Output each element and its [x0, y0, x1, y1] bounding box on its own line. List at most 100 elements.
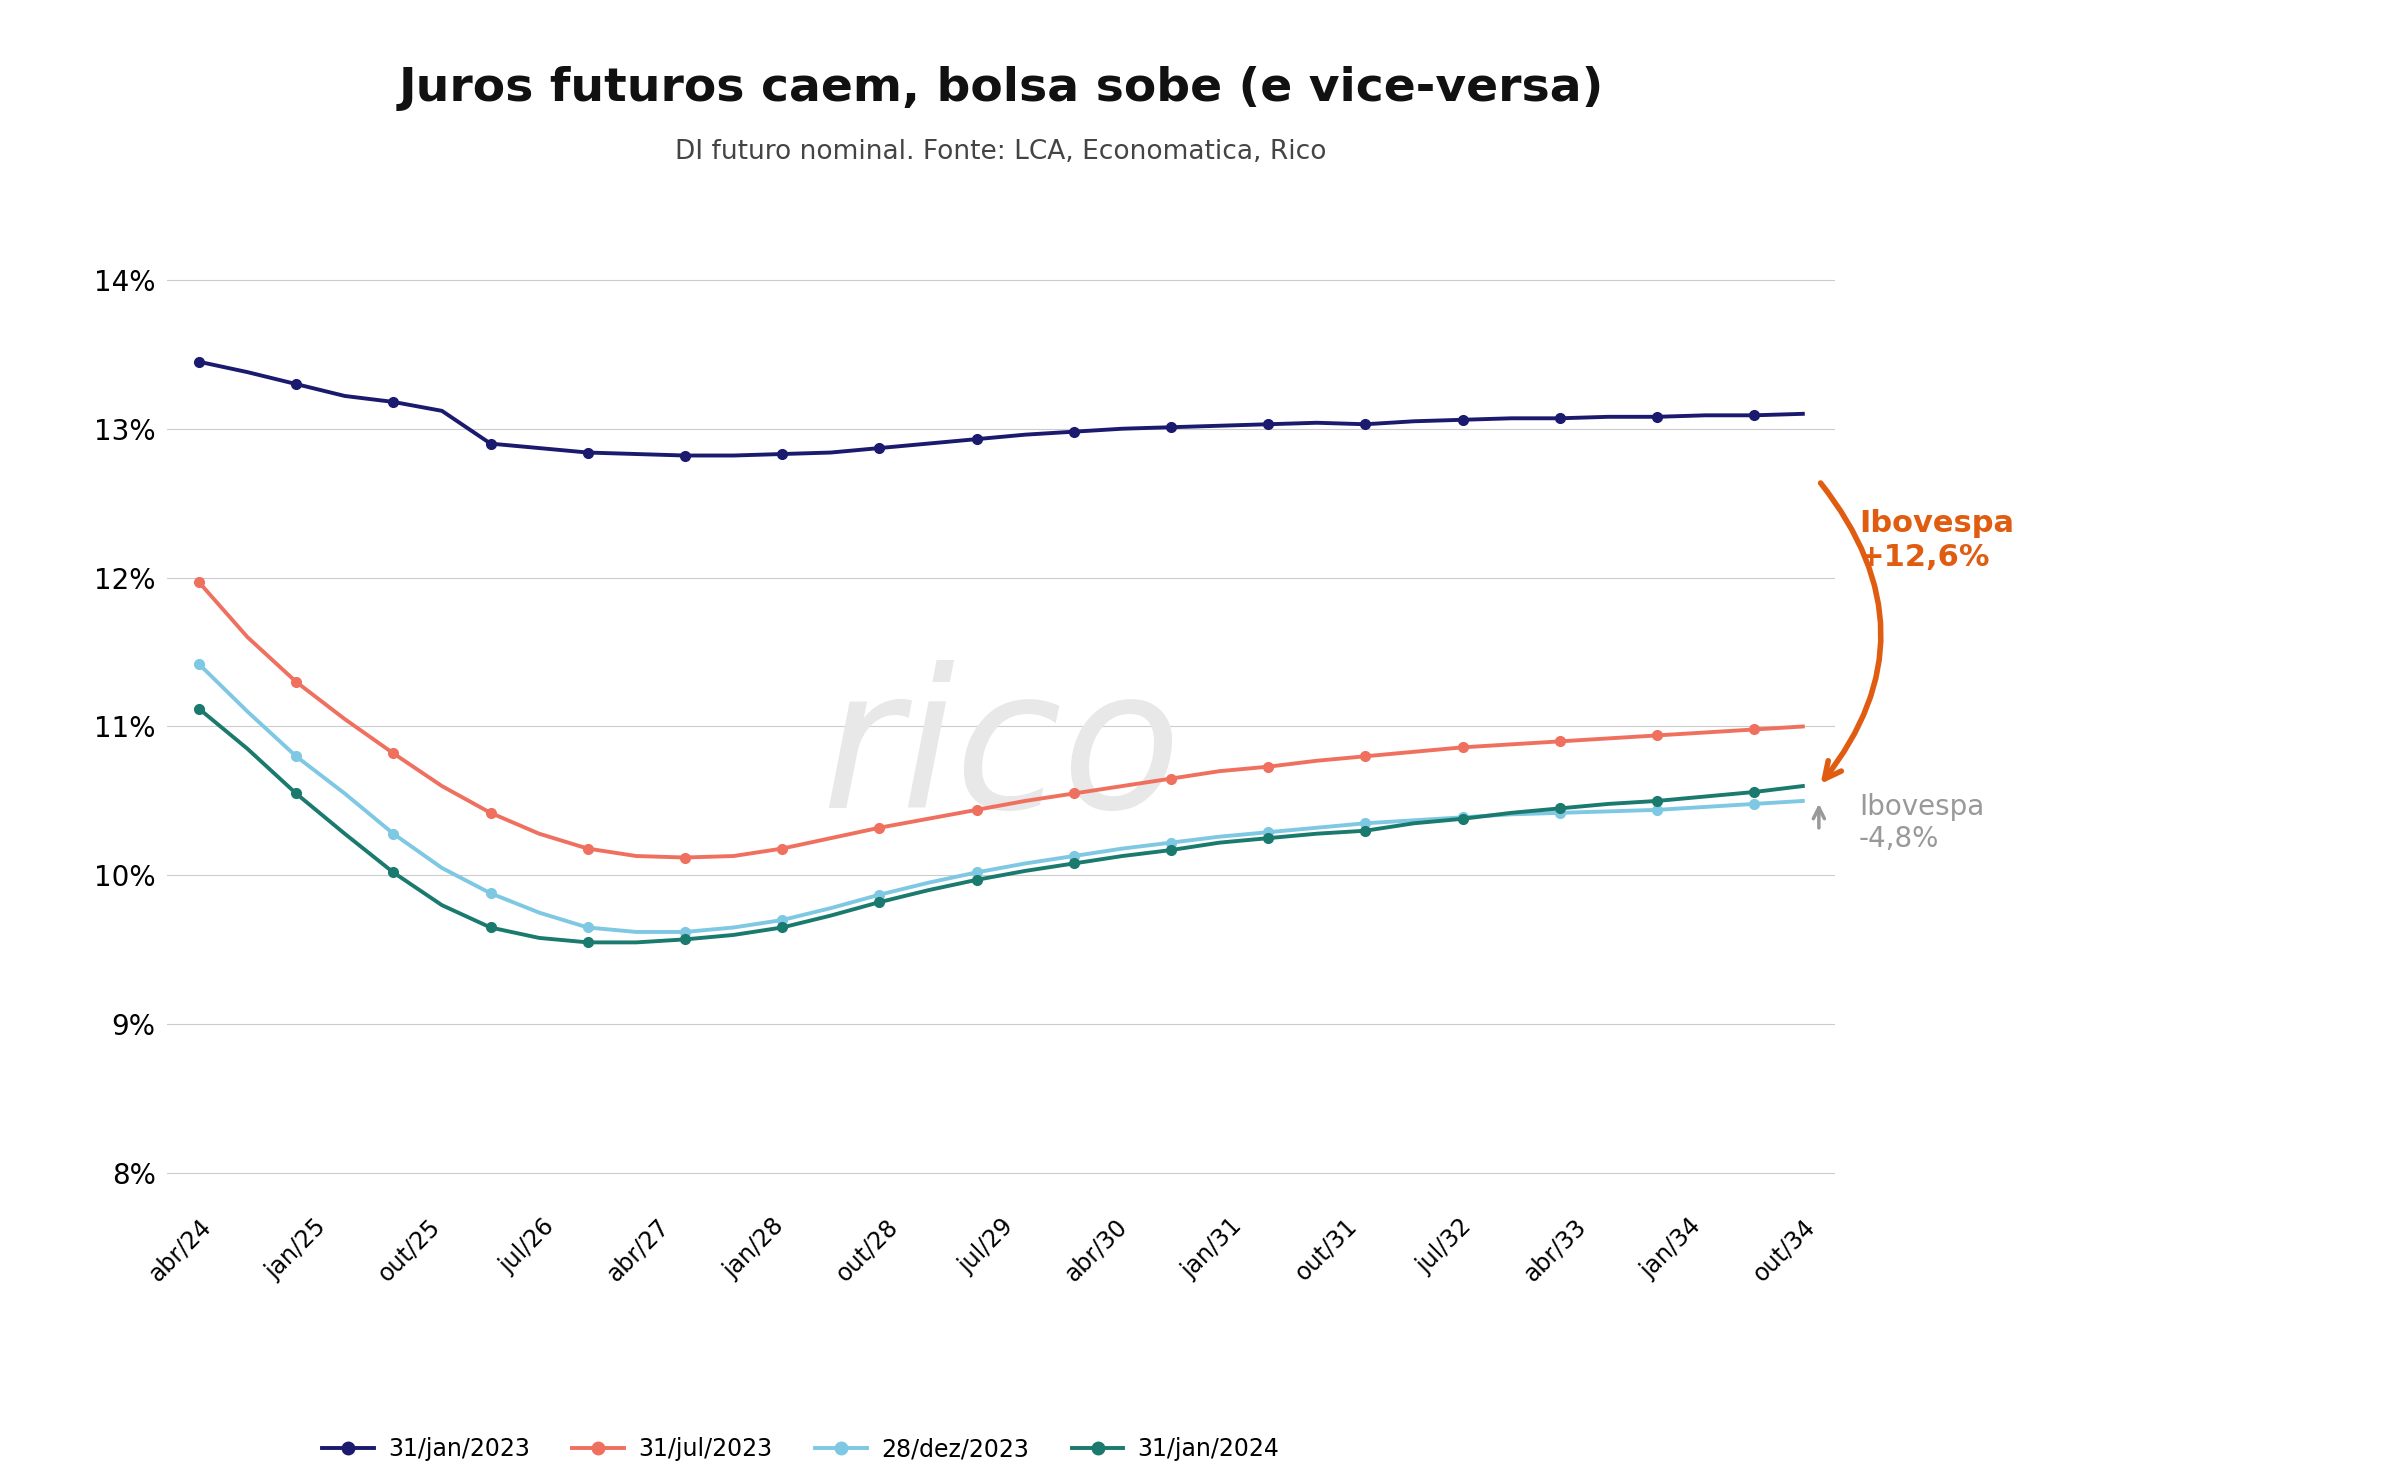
- 31/jan/2024: [1449, 810, 1477, 827]
- 28/dez/2023: [1790, 792, 1818, 810]
- 28/dez/2023: [1060, 848, 1089, 866]
- 28/dez/2023: [1108, 839, 1137, 857]
- 31/jan/2024: [622, 933, 651, 951]
- 31/jan/2024: [1594, 795, 1623, 813]
- 31/jan/2023: [331, 387, 360, 405]
- 31/jan/2024: [1547, 800, 1575, 817]
- 31/jan/2024: [963, 871, 991, 889]
- 28/dez/2023: [1449, 808, 1477, 826]
- 31/jan/2023: [1692, 406, 1721, 424]
- 28/dez/2023: [1156, 833, 1184, 851]
- 31/jan/2024: [1156, 841, 1184, 858]
- 31/jul/2023: [1010, 792, 1039, 810]
- 31/jan/2023: [427, 402, 455, 420]
- 31/jan/2024: [767, 918, 796, 936]
- 31/jul/2023: [1642, 726, 1670, 744]
- 28/dez/2023: [524, 904, 553, 921]
- Text: Ibovespa
-4,8%: Ibovespa -4,8%: [1859, 794, 1985, 854]
- 31/jan/2023: [183, 354, 212, 371]
- 31/jul/2023: [1060, 785, 1089, 802]
- 28/dez/2023: [1304, 819, 1332, 836]
- 31/jan/2023: [1790, 405, 1818, 422]
- 28/dez/2023: [1692, 798, 1721, 816]
- 31/jan/2024: [1740, 783, 1768, 801]
- 31/jan/2024: [1060, 855, 1089, 873]
- 28/dez/2023: [379, 824, 407, 842]
- 31/jan/2023: [1594, 408, 1623, 425]
- 31/jan/2023: [1304, 414, 1332, 431]
- 31/jul/2023: [1108, 778, 1137, 795]
- 31/jan/2023: [1206, 417, 1234, 434]
- 31/jul/2023: [574, 839, 603, 857]
- 31/jan/2023: [477, 434, 505, 452]
- 31/jul/2023: [1156, 770, 1184, 788]
- 28/dez/2023: [913, 874, 941, 892]
- 31/jan/2023: [913, 434, 941, 452]
- 31/jul/2023: [963, 801, 991, 819]
- 31/jul/2023: [1790, 717, 1818, 735]
- 31/jan/2024: [1010, 863, 1039, 880]
- 31/jan/2023: [234, 364, 262, 381]
- 28/dez/2023: [1547, 804, 1575, 822]
- 31/jan/2024: [1351, 822, 1380, 839]
- 31/jan/2024: [477, 918, 505, 936]
- 31/jan/2023: [1253, 415, 1282, 433]
- 28/dez/2023: [963, 864, 991, 882]
- 28/dez/2023: [817, 899, 846, 917]
- 31/jan/2024: [720, 926, 748, 943]
- 31/jul/2023: [524, 824, 553, 842]
- Line: 31/jan/2023: 31/jan/2023: [193, 356, 1809, 461]
- Text: Ibovespa
+12,6%: Ibovespa +12,6%: [1859, 509, 2014, 572]
- 31/jan/2024: [183, 700, 212, 717]
- 31/jan/2024: [865, 893, 894, 911]
- 31/jan/2024: [1253, 829, 1282, 846]
- 28/dez/2023: [427, 860, 455, 877]
- 28/dez/2023: [574, 918, 603, 936]
- 31/jul/2023: [767, 839, 796, 857]
- 31/jul/2023: [183, 574, 212, 591]
- Line: 31/jul/2023: 31/jul/2023: [193, 577, 1809, 863]
- 31/jan/2024: [817, 907, 846, 924]
- 31/jan/2023: [1740, 406, 1768, 424]
- 31/jul/2023: [331, 710, 360, 728]
- 31/jul/2023: [1399, 742, 1427, 760]
- 31/jan/2023: [524, 439, 553, 456]
- 31/jan/2024: [1790, 778, 1818, 795]
- 28/dez/2023: [477, 885, 505, 902]
- 31/jul/2023: [1740, 720, 1768, 738]
- 31/jan/2023: [767, 445, 796, 462]
- 28/dez/2023: [183, 656, 212, 673]
- 31/jan/2023: [281, 376, 310, 393]
- 31/jan/2024: [1642, 792, 1670, 810]
- 31/jan/2023: [1399, 412, 1427, 430]
- 31/jan/2024: [281, 785, 310, 802]
- 28/dez/2023: [1206, 827, 1234, 845]
- 28/dez/2023: [622, 923, 651, 940]
- 31/jul/2023: [817, 829, 846, 846]
- 28/dez/2023: [1253, 823, 1282, 841]
- 31/jan/2023: [865, 439, 894, 456]
- 31/jul/2023: [234, 628, 262, 645]
- 31/jan/2024: [379, 864, 407, 882]
- 31/jan/2024: [234, 739, 262, 757]
- 31/jul/2023: [1547, 732, 1575, 750]
- 31/jan/2024: [427, 896, 455, 914]
- 31/jan/2023: [963, 430, 991, 447]
- 31/jan/2024: [1108, 848, 1137, 866]
- 31/jul/2023: [477, 804, 505, 822]
- 31/jan/2023: [1642, 408, 1670, 425]
- 31/jan/2023: [817, 443, 846, 461]
- 28/dez/2023: [1399, 811, 1427, 829]
- 31/jul/2023: [670, 849, 698, 867]
- 31/jan/2023: [574, 443, 603, 461]
- 31/jul/2023: [1253, 758, 1282, 776]
- 28/dez/2023: [865, 886, 894, 904]
- 28/dez/2023: [281, 748, 310, 766]
- 31/jan/2024: [1497, 804, 1525, 822]
- 31/jul/2023: [1497, 735, 1525, 753]
- 31/jan/2024: [1206, 833, 1234, 851]
- 31/jul/2023: [379, 744, 407, 761]
- 31/jan/2023: [1010, 425, 1039, 443]
- 31/jul/2023: [1692, 723, 1721, 741]
- 31/jul/2023: [1594, 729, 1623, 747]
